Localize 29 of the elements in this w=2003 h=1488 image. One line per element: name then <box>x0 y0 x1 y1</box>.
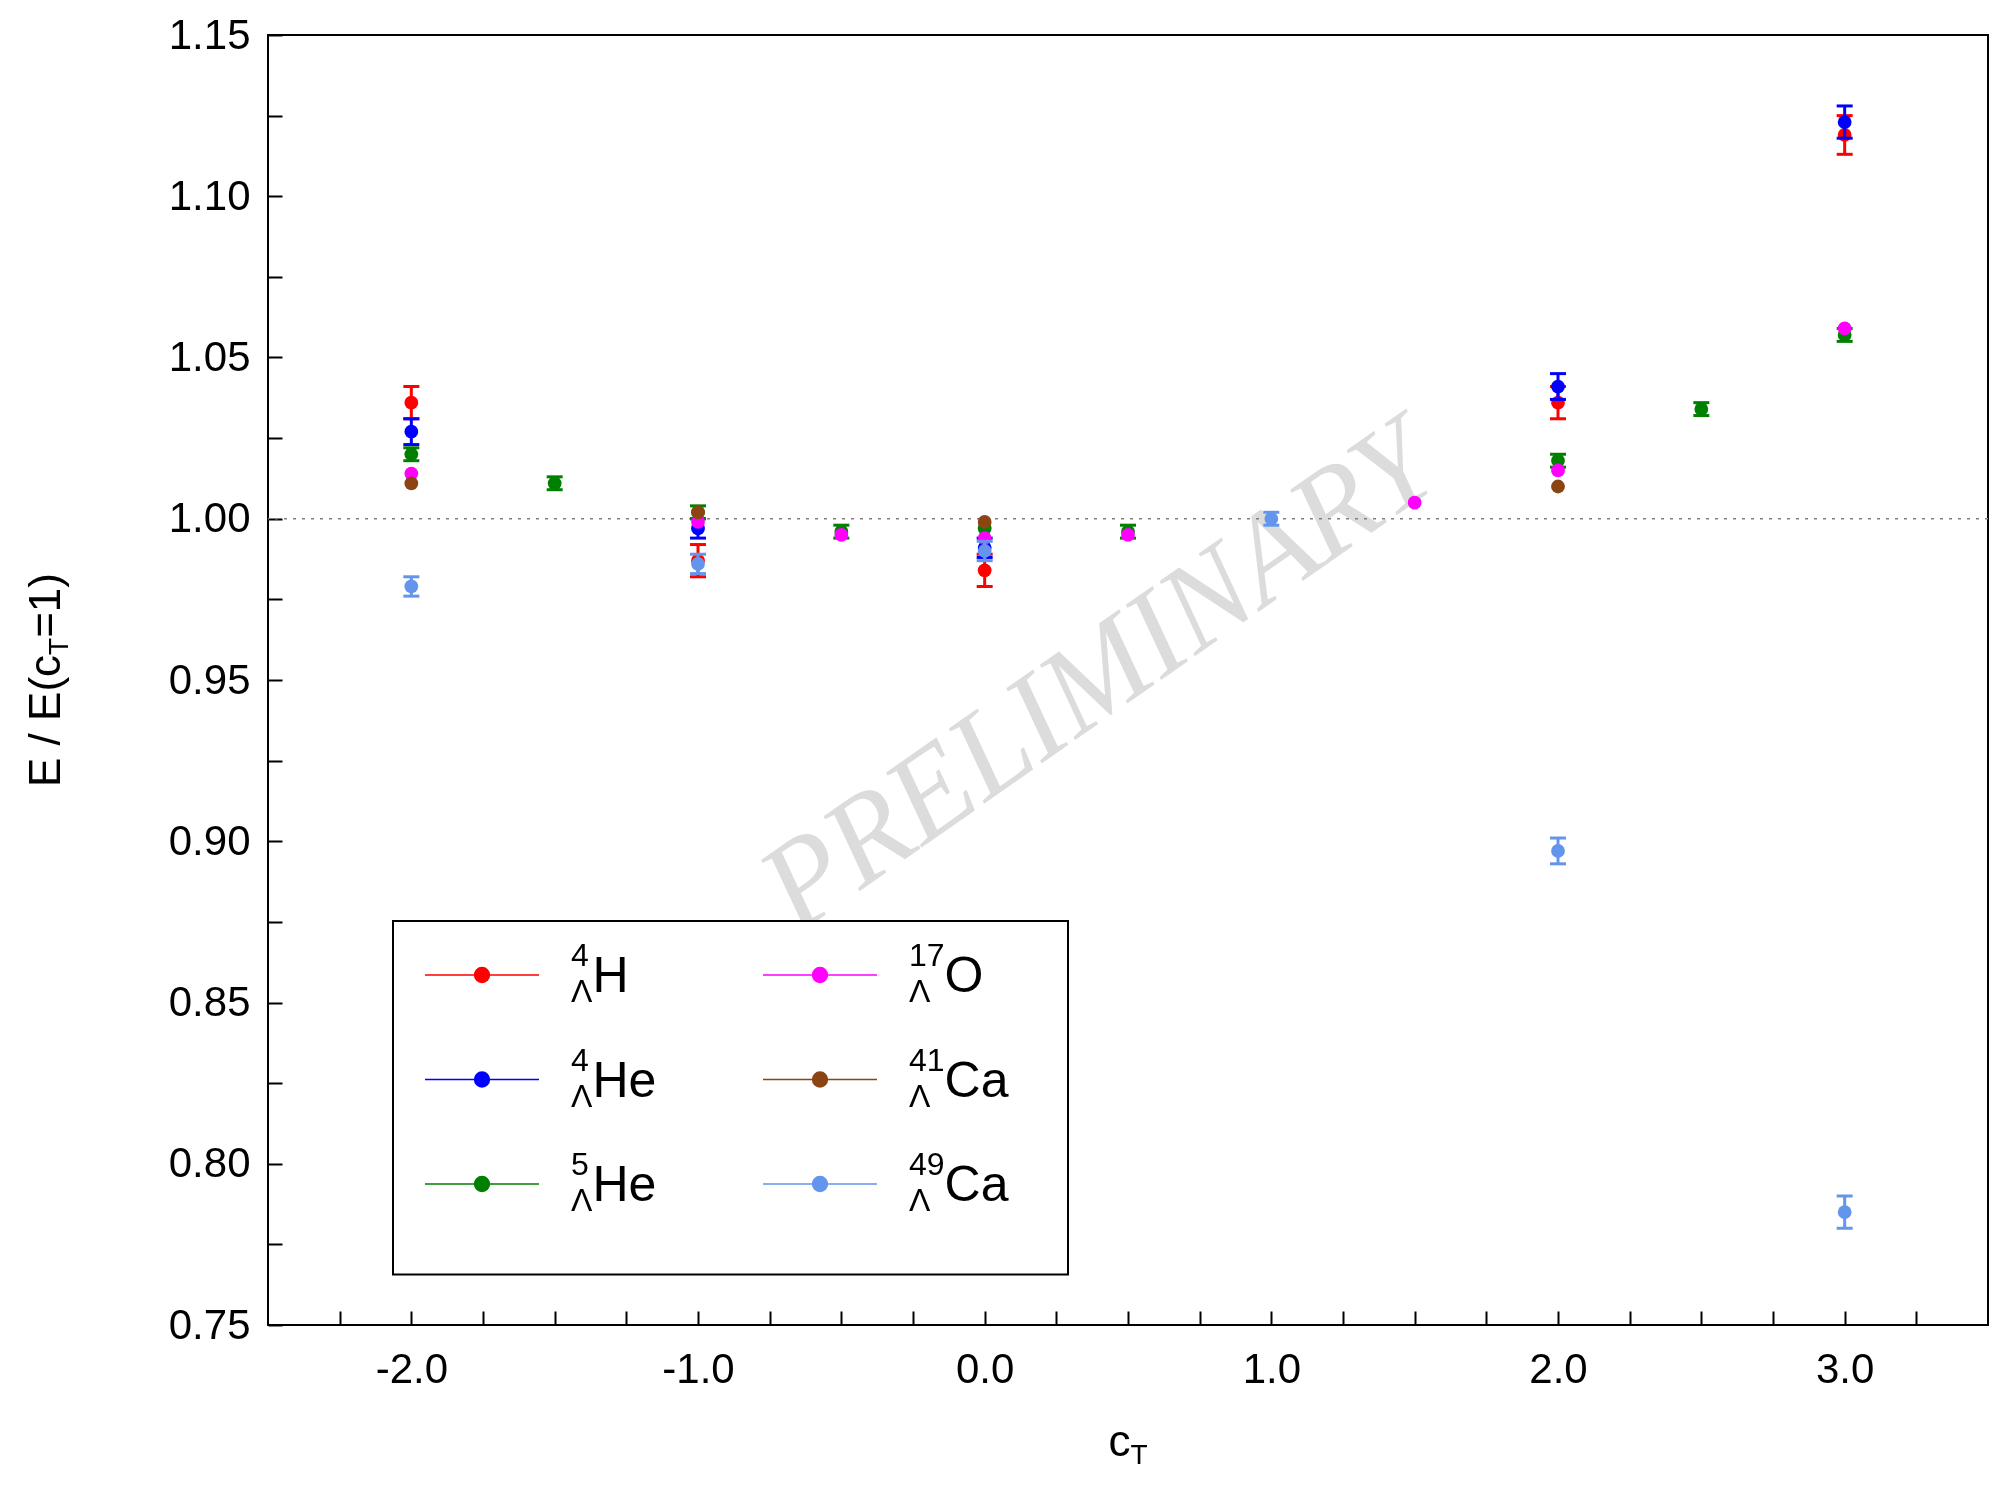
point <box>1551 463 1565 478</box>
x-tick-label: -1.0 <box>662 1344 735 1392</box>
y-tick-label: 0.95 <box>168 655 251 703</box>
y-tick-label: 1.05 <box>168 333 251 380</box>
y-tick-label: 1.15 <box>168 10 251 58</box>
point <box>691 557 705 571</box>
point <box>404 579 419 594</box>
point <box>404 447 419 462</box>
y-tick-label: 0.75 <box>168 1300 251 1348</box>
point <box>1551 379 1565 394</box>
point <box>404 476 419 491</box>
point <box>1551 479 1565 494</box>
y-tick-label: 0.80 <box>168 1139 251 1187</box>
y-axis-title: E / E(cT=1) <box>20 573 75 787</box>
x-tick-label: 3.0 <box>1815 1344 1875 1392</box>
point <box>404 424 419 439</box>
point <box>1837 321 1852 336</box>
x-tick-label: 0.0 <box>955 1344 1015 1392</box>
y-tick-label: 0.90 <box>168 816 251 864</box>
y-tick-label: 0.85 <box>168 978 251 1025</box>
y-tick-label: 1.10 <box>168 171 251 219</box>
y-tick-label: 1.00 <box>168 494 251 542</box>
point <box>1837 1205 1852 1219</box>
point <box>1551 844 1565 858</box>
point <box>404 395 419 410</box>
x-tick-label: -2.0 <box>375 1344 449 1392</box>
x-tick-label: 2.0 <box>1529 1344 1588 1392</box>
point <box>1837 115 1852 129</box>
x-tick-label: 1.0 <box>1242 1344 1302 1392</box>
